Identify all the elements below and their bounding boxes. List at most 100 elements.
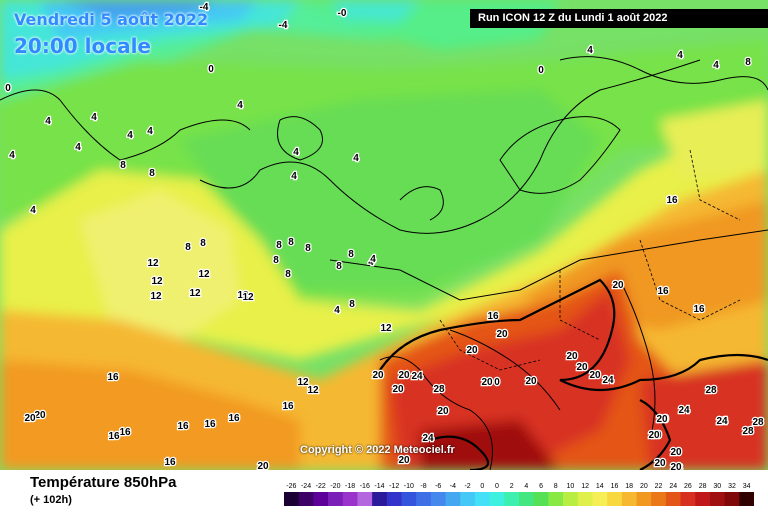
legend-swatch bbox=[298, 492, 314, 506]
legend-tick-label: 4 bbox=[524, 483, 528, 490]
legend-tick-label: 8 bbox=[554, 483, 558, 490]
temperature-label: 20 bbox=[257, 461, 269, 470]
temperature-label: 8 bbox=[305, 243, 311, 254]
temperature-label: 20 bbox=[654, 458, 666, 469]
temperature-label: -0 bbox=[338, 8, 347, 19]
legend-tick-label: 0 bbox=[495, 483, 499, 490]
legend-tick-label: -8 bbox=[420, 483, 426, 490]
temperature-label: 4 bbox=[293, 147, 299, 158]
legend-tick-label: -20 bbox=[330, 483, 340, 490]
temperature-label: 16 bbox=[693, 304, 705, 315]
legend-tick-label: 16 bbox=[611, 483, 619, 490]
model-run-banner: Run ICON 12 Z du Lundi 1 août 2022 bbox=[470, 9, 768, 28]
temperature-label: 0 bbox=[538, 65, 544, 76]
forecast-time: 20:00 locale bbox=[14, 34, 151, 58]
legend-swatch bbox=[504, 492, 520, 506]
temperature-label: 20 bbox=[525, 376, 537, 387]
temperature-label: 28 bbox=[433, 384, 445, 395]
temperature-label: 12 bbox=[147, 258, 159, 269]
temperature-label: 8 bbox=[285, 269, 291, 280]
temperature-label: 20 bbox=[481, 377, 493, 388]
coastlines bbox=[0, 56, 768, 470]
temperature-label: 16 bbox=[177, 421, 189, 432]
temperature-label: 16 bbox=[228, 413, 240, 424]
temperature-label: 20 bbox=[566, 351, 578, 362]
temperature-label: 20 bbox=[648, 430, 660, 441]
temperature-label: 12 bbox=[150, 291, 162, 302]
copyright-notice: Copyright © 2022 Meteociel.fr bbox=[300, 444, 455, 456]
legend-swatch bbox=[489, 492, 505, 506]
temperature-label: 4 bbox=[9, 150, 15, 161]
temperature-label: 24 bbox=[716, 416, 728, 427]
legend-swatch bbox=[548, 492, 564, 506]
temperature-label: 20 bbox=[398, 370, 410, 381]
temperature-label: 16 bbox=[108, 431, 120, 442]
lead-time: (+ 102h) bbox=[30, 494, 72, 506]
temperature-label: 28 bbox=[742, 426, 754, 437]
legend-tick-label: 34 bbox=[743, 483, 751, 490]
variable-title: Température 850hPa bbox=[30, 474, 177, 491]
temperature-label: 16 bbox=[119, 427, 131, 438]
legend-swatch bbox=[357, 492, 373, 506]
legend-tick-label: -12 bbox=[389, 483, 399, 490]
temperature-label: 12 bbox=[307, 385, 319, 396]
temperature-label: 4 bbox=[370, 254, 376, 265]
temperature-label: 24 bbox=[411, 371, 423, 382]
temperature-label: -4 bbox=[200, 2, 209, 13]
legend-swatch bbox=[313, 492, 329, 506]
legend-swatch bbox=[636, 492, 652, 506]
temperature-label: 8 bbox=[149, 168, 155, 179]
temperature-label: 12 bbox=[237, 290, 249, 301]
temperature-label: 24 bbox=[422, 433, 434, 444]
legend-tick-label: -24 bbox=[301, 483, 311, 490]
legend-swatch bbox=[724, 492, 740, 506]
temperature-field bbox=[0, 0, 768, 470]
temperature-label: 28 bbox=[705, 385, 717, 396]
temperature-label: 20 bbox=[656, 414, 668, 425]
temperature-label: 20 bbox=[372, 370, 384, 381]
temperature-label: 8 bbox=[185, 242, 191, 253]
legend-swatch bbox=[577, 492, 593, 506]
legend-swatch bbox=[709, 492, 726, 506]
temperature-label: 4 bbox=[75, 142, 81, 153]
legend-swatch bbox=[372, 492, 388, 506]
temperature-label: 0 bbox=[5, 83, 11, 94]
temperature-label: 12 bbox=[198, 269, 210, 280]
temperature-label: 8 bbox=[336, 261, 342, 272]
legend-swatch bbox=[342, 492, 358, 506]
temperature-label: 16 bbox=[666, 195, 678, 206]
legend-swatch bbox=[592, 492, 608, 506]
temperature-label: 20 bbox=[437, 406, 449, 417]
legend-tick-label: -22 bbox=[316, 483, 326, 490]
temperature-label: -4 bbox=[279, 20, 288, 31]
legend-swatch bbox=[651, 492, 667, 506]
temperature-label: 0 bbox=[494, 377, 500, 388]
temperature-label: 24 bbox=[602, 375, 614, 386]
temperature-label: 4 bbox=[91, 112, 97, 123]
temperature-label: 4 bbox=[713, 60, 719, 71]
temperature-label: 20 bbox=[670, 447, 682, 458]
temperature-label: 20 bbox=[612, 280, 624, 291]
temperature-label: 4 bbox=[45, 116, 51, 127]
temperature-label: 20 bbox=[466, 345, 478, 356]
temperature-label: 8 bbox=[276, 240, 282, 251]
temperature-label: 20 bbox=[589, 370, 601, 381]
legend-tick-label: 26 bbox=[684, 483, 692, 490]
temperature-label: 28 bbox=[671, 463, 683, 470]
temperature-label: 4 bbox=[237, 100, 243, 111]
legend-tick-label: -2 bbox=[464, 483, 470, 490]
temperature-label: 8 bbox=[745, 57, 751, 68]
forecast-date: Vendredi 5 août 2022 bbox=[14, 10, 209, 29]
temperature-label: 4 bbox=[334, 305, 340, 316]
legend-tick-label: 28 bbox=[699, 483, 707, 490]
temperature-label: 20 bbox=[576, 362, 588, 373]
legend-tick-label: 2 bbox=[510, 483, 514, 490]
temperature-label: 12 bbox=[242, 292, 254, 303]
legend-tick-label: 20 bbox=[640, 483, 648, 490]
legend-tick-label: 30 bbox=[713, 483, 721, 490]
legend-tick-label: 12 bbox=[581, 483, 589, 490]
legend-swatch bbox=[445, 492, 461, 506]
temperature-label: 8 bbox=[349, 299, 355, 310]
